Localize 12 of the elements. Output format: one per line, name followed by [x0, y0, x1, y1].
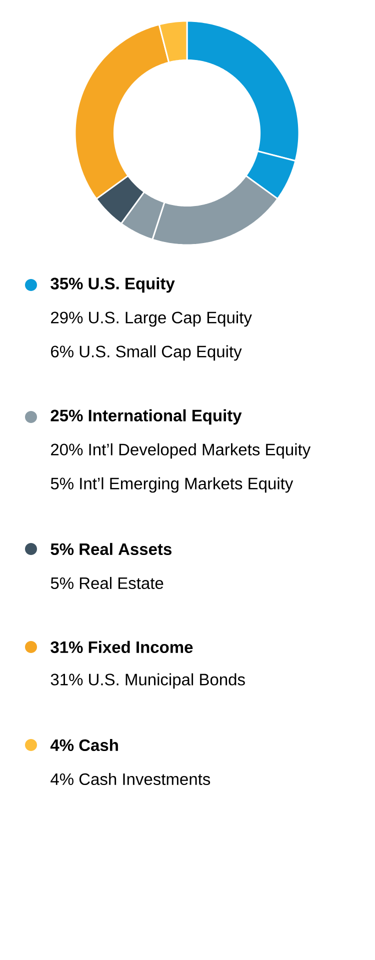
text: 6% U.S. Small Cap Equity: [51, 345, 242, 361]
text: 5% Real Assets: [50, 542, 172, 556]
text: 31% U.S. Municipal Bonds: [50, 673, 245, 689]
text: 5% Real Estate: [50, 576, 164, 590]
text: 31% Fixed Income: [50, 640, 193, 654]
text: 4% Cash: [50, 738, 118, 752]
text: 4% Cash Investments: [50, 772, 210, 786]
text: 5% Int’l Emerging Markets Equity: [50, 477, 294, 493]
text: 25% International Equity: [50, 409, 242, 425]
text: 35% U.S. Equity: [50, 277, 175, 293]
text: 29% U.S. Large Cap Equity: [51, 311, 252, 327]
text: 20% Int’l Developed Markets Equity: [51, 443, 311, 459]
